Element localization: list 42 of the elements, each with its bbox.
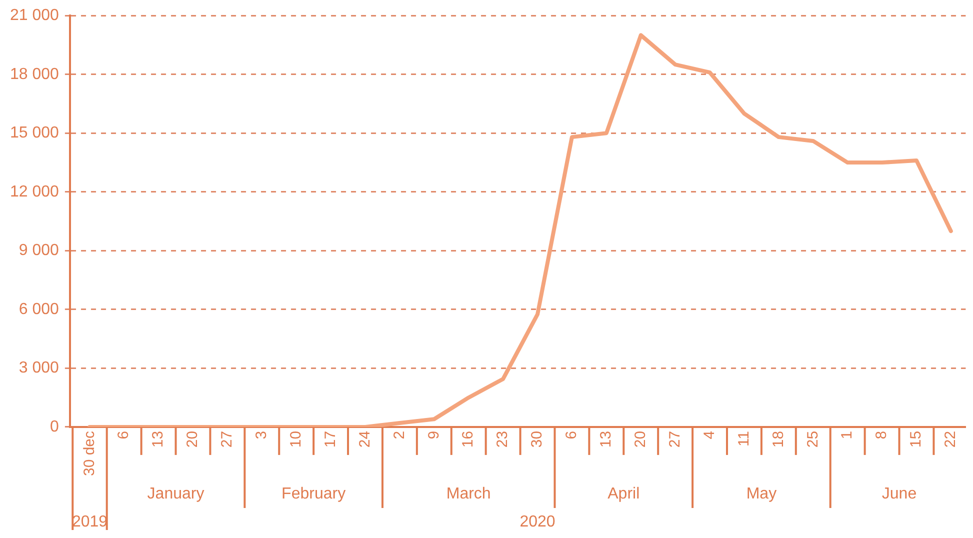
x-tick-label: 15 <box>908 430 925 448</box>
text: February <box>282 485 346 502</box>
x-tick-label: 23 <box>494 430 512 448</box>
x-tick-label: 30 dec <box>80 430 98 476</box>
x-tick-label: 1 <box>838 430 856 440</box>
text: January <box>147 485 204 502</box>
x-tick-label: 16 <box>460 430 477 448</box>
x-tick-label: 17 <box>322 430 339 448</box>
text: June <box>882 485 917 502</box>
x-tick-label: 30 <box>528 430 546 448</box>
x-tick-label: 18 <box>770 430 787 448</box>
x-tick-label: 27 <box>218 430 236 448</box>
text: 2019 <box>72 513 108 530</box>
text: April <box>608 485 640 502</box>
y-tick-label: 12 000 <box>10 183 60 200</box>
x-tick-label: 13 <box>150 430 167 448</box>
x-tick-label: 27 <box>666 430 684 448</box>
y-tick-label: 9 000 <box>18 242 60 260</box>
text: 2020 <box>520 513 556 530</box>
y-tick-label: 6 000 <box>18 300 60 318</box>
x-tick-label: 9 <box>425 430 442 440</box>
x-tick-label: 6 <box>563 430 580 440</box>
x-tick-label: 8 <box>873 430 890 440</box>
x-tick-label: 6 <box>115 430 132 440</box>
y-tick-label: 3 000 <box>18 360 60 377</box>
x-tick-label: 4 <box>700 430 718 440</box>
x-tick-label: 24 <box>356 430 374 448</box>
y-tick-label: 0 <box>50 418 60 436</box>
x-tick-label: 20 <box>632 430 650 448</box>
x-tick-label: 3 <box>253 430 270 440</box>
x-tick-label: 13 <box>598 430 615 448</box>
text: May <box>746 485 777 502</box>
x-tick-label: 11 <box>735 430 752 447</box>
x-tick-label: 10 <box>287 430 304 448</box>
text: March <box>446 485 491 502</box>
x-tick-label: 22 <box>942 430 960 448</box>
x-tick-label: 20 <box>184 430 202 448</box>
y-tick-label: 15 000 <box>10 124 60 142</box>
x-tick-label: 25 <box>804 430 822 448</box>
y-tick-label: 18 000 <box>10 66 60 83</box>
y-tick-label: 21 000 <box>10 7 60 24</box>
x-tick-label: 2 <box>390 430 408 440</box>
